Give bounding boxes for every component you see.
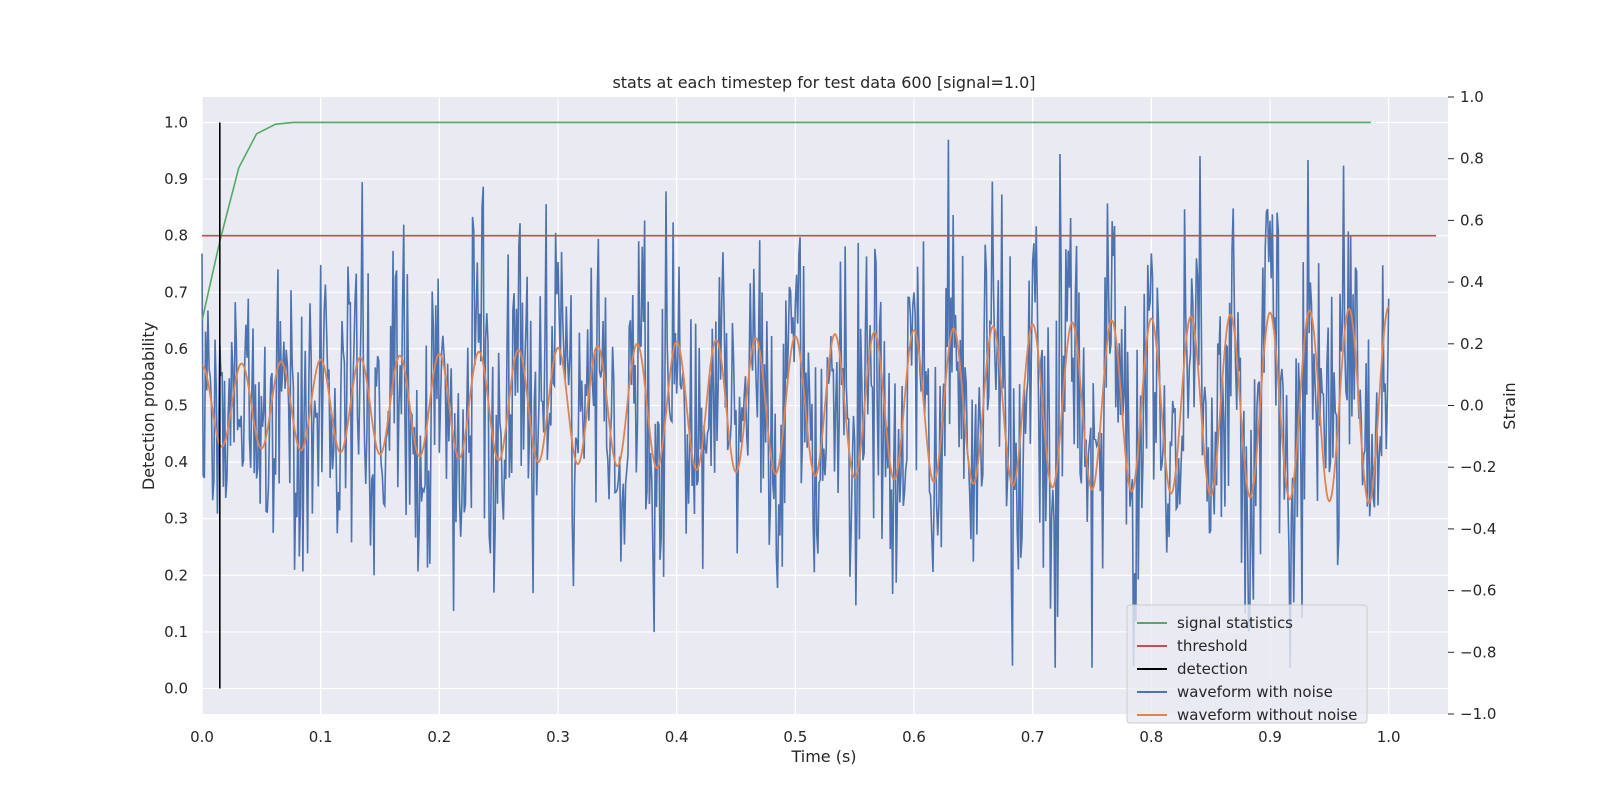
y-tick-label: 0.6 <box>164 340 188 358</box>
y-tick-label: 0.7 <box>164 283 188 301</box>
x-tick-label: 0.6 <box>902 728 926 746</box>
y-right-axis-label: Strain <box>1500 382 1519 429</box>
series-waveform-with-noise <box>201 139 1390 668</box>
legend-frame <box>1126 604 1368 724</box>
x-tick-label: 0.2 <box>427 728 451 746</box>
y-tick-label: 1.0 <box>164 113 188 131</box>
y-right-tick-label: −0.2 <box>1460 458 1496 476</box>
y-right-tick-label: 0.6 <box>1460 211 1484 229</box>
x-tick-label: 0.7 <box>1021 728 1045 746</box>
x-tick-labels: 0.0 0.1 0.2 0.3 0.4 0.5 0.6 0.7 0.8 0.9 1.0 <box>190 728 1401 746</box>
y-right-tick-label: 0.4 <box>1460 273 1484 291</box>
x-axis-label: Time (s) <box>790 747 856 766</box>
y-right-tick-label: 0.2 <box>1460 335 1484 353</box>
left-axis-series <box>201 121 1437 689</box>
series-waveform-without-noise <box>201 306 1390 505</box>
y-right-tick-label: −0.4 <box>1460 520 1496 538</box>
x-tick-label: 0.1 <box>309 728 333 746</box>
chart-title: stats at each timestep for test data 600… <box>612 73 1035 92</box>
y-right-tick-label: −1.0 <box>1460 705 1496 723</box>
legend-label: detection <box>1177 660 1248 678</box>
legend: signal statistics threshold detection wavef… <box>1126 604 1368 724</box>
y-right-tick-label: −0.8 <box>1460 643 1496 661</box>
x-tick-label: 0.8 <box>1139 728 1163 746</box>
series-signal-statistics <box>201 121 1371 321</box>
y-right-tick-label: 1.0 <box>1460 88 1484 106</box>
legend-label: threshold <box>1177 637 1248 655</box>
y-tick-label: 0.4 <box>164 453 188 471</box>
x-tick-label: 0.5 <box>783 728 807 746</box>
y-tick-labels: 0.0 0.1 0.2 0.3 0.4 0.5 0.6 0.7 0.8 0.9 1.0 <box>164 113 188 697</box>
x-tick-label: 0.0 <box>190 728 214 746</box>
x-tick-label: 0.3 <box>546 728 570 746</box>
legend-label: waveform without noise <box>1177 706 1357 724</box>
y-axis-label: Detection probability <box>139 322 158 490</box>
legend-label: signal statistics <box>1177 614 1293 632</box>
y-tick-label: 0.5 <box>164 397 188 415</box>
x-tick-label: 0.4 <box>665 728 689 746</box>
y-right-tick-labels: −1.0 −0.8 −0.6 −0.4 −0.2 0.0 0.2 0.4 0.6 0.8 1.0 <box>1448 88 1496 723</box>
x-tick-label: 1.0 <box>1377 728 1401 746</box>
right-axis-series <box>201 139 1390 668</box>
legend-label: waveform with noise <box>1177 683 1333 701</box>
x-tick-label: 0.9 <box>1258 728 1282 746</box>
y-tick-label: 0.2 <box>164 566 188 584</box>
y-tick-label: 0.0 <box>164 680 188 698</box>
y-tick-label: 0.9 <box>164 170 188 188</box>
y-right-tick-label: −0.6 <box>1460 582 1496 600</box>
y-right-tick-label: 0.8 <box>1460 150 1484 168</box>
y-tick-label: 0.3 <box>164 510 188 528</box>
y-tick-label: 0.8 <box>164 227 188 245</box>
y-right-tick-label: 0.0 <box>1460 397 1484 415</box>
y-tick-label: 0.1 <box>164 623 188 641</box>
